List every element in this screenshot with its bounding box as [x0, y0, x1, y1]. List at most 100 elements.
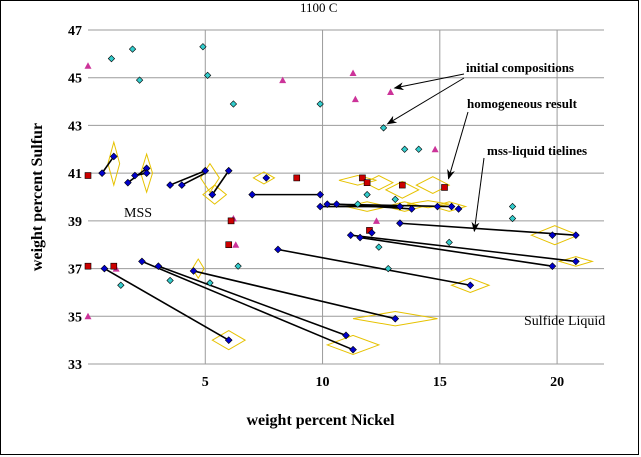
liquid-point — [407, 205, 416, 213]
homogeneous-point — [441, 184, 448, 191]
initial-composition-point — [232, 241, 240, 248]
liquid-point — [342, 331, 350, 340]
annotation-arrow — [393, 73, 465, 91]
tieline — [169, 170, 206, 186]
x-axis-label: weight percent Nickel — [246, 412, 395, 429]
liquid-point — [367, 228, 376, 237]
tieline — [181, 172, 206, 186]
liquid-point — [396, 202, 404, 211]
uncertainty-ellipse — [107, 140, 121, 187]
annotation-arrow — [471, 157, 485, 233]
uncertainty-ellipse — [140, 152, 154, 194]
annotation-arrow — [447, 111, 469, 180]
mss-point — [124, 178, 132, 187]
liquid-point — [224, 336, 233, 344]
initial-composition-point — [415, 145, 423, 153]
mss-point — [274, 245, 282, 254]
mss-point — [248, 190, 257, 199]
annotation-arrows — [386, 73, 485, 233]
data-points — [84, 43, 580, 354]
liquid-point — [433, 202, 442, 211]
mss-point — [109, 152, 118, 161]
y-tick-label: 33 — [68, 358, 82, 373]
x-tick-label: 20 — [550, 375, 564, 390]
annotation-tielines: mss-liquid tielines — [487, 143, 588, 158]
uncertainty-ellipse — [191, 258, 205, 280]
annotation-initial-compositions: initial compositions — [466, 60, 574, 75]
mss-point — [100, 264, 109, 273]
y-tick-label: 39 — [68, 215, 82, 230]
chart-title: 1100 C — [300, 0, 338, 15]
initial-composition-point — [135, 76, 144, 84]
homogeneous-point — [225, 241, 233, 249]
tieline — [141, 260, 354, 351]
initial-composition-point — [387, 88, 395, 96]
region-label-mss: MSS — [124, 206, 153, 221]
uncertainty-ellipse — [415, 176, 451, 194]
uncertainty-ellipse — [252, 171, 276, 185]
homogeneous-point — [84, 262, 92, 270]
initial-composition-point — [166, 276, 174, 285]
initial-composition-point — [316, 100, 324, 108]
liquid-point — [572, 257, 580, 266]
homogeneous-point — [227, 217, 235, 225]
initial-composition-point — [351, 95, 359, 103]
tieline — [158, 265, 347, 337]
y-tick-label: 45 — [68, 72, 82, 87]
uncertainty-ellipse — [557, 256, 595, 267]
initial-composition-point — [384, 264, 392, 273]
mss-point — [98, 169, 106, 177]
liquid-point — [548, 231, 557, 239]
region-label-sulfide-liquid: Sulfide Liquid — [524, 314, 606, 329]
liquid-point — [466, 281, 475, 290]
initial-composition-point — [199, 43, 207, 51]
tieline — [399, 222, 576, 236]
mss-point — [138, 257, 146, 266]
uncertainty-ellipses — [107, 140, 595, 355]
x-tick-label: 10 — [316, 375, 330, 390]
uncertainty-ellipse — [199, 162, 220, 194]
uncertainty-ellipse — [363, 174, 395, 191]
mss-point — [154, 262, 163, 271]
initial-composition-point — [372, 217, 380, 224]
initial-composition-point — [391, 195, 399, 204]
initial-composition-point — [349, 69, 357, 76]
liquid-point — [262, 174, 271, 182]
y-tick-label: 41 — [68, 167, 82, 182]
tieline — [350, 234, 576, 263]
initial-composition-point — [206, 279, 214, 287]
mss-point — [224, 166, 233, 175]
mss-point — [323, 200, 332, 208]
mss-point — [177, 181, 186, 189]
initial-composition-point — [128, 45, 137, 53]
axis-ticks: 33 35 37 39 41 43 45 47 5 10 15 20 — [68, 24, 564, 390]
initial-composition-point — [508, 214, 517, 223]
initial-composition-point — [279, 76, 287, 84]
gridlines — [88, 29, 604, 365]
initial-composition-point — [401, 145, 409, 153]
uncertainty-ellipse — [325, 334, 381, 355]
uncertainty-ellipse — [202, 184, 228, 205]
x-tick-label: 15 — [433, 375, 447, 390]
homogeneous-point — [359, 174, 366, 182]
initial-composition-point — [84, 312, 92, 320]
initial-composition-point — [363, 190, 371, 199]
mss-point — [201, 166, 210, 175]
liquid-point — [447, 202, 456, 211]
liquid-point — [396, 219, 404, 228]
initial-composition-point — [445, 238, 453, 246]
initial-composition-point — [107, 55, 116, 63]
tieline — [193, 270, 396, 320]
liquid-point — [349, 345, 357, 354]
mss-point — [316, 190, 325, 199]
tieline — [104, 267, 230, 341]
mss-point — [332, 200, 341, 208]
y-tick-label: 47 — [68, 24, 82, 39]
mss-point — [131, 171, 139, 180]
homogeneous-point — [398, 181, 406, 189]
initial-composition-point — [117, 281, 125, 289]
tieline — [277, 248, 471, 287]
mss-point — [346, 231, 355, 239]
tieline — [359, 236, 553, 267]
homogeneous-point — [363, 179, 371, 186]
